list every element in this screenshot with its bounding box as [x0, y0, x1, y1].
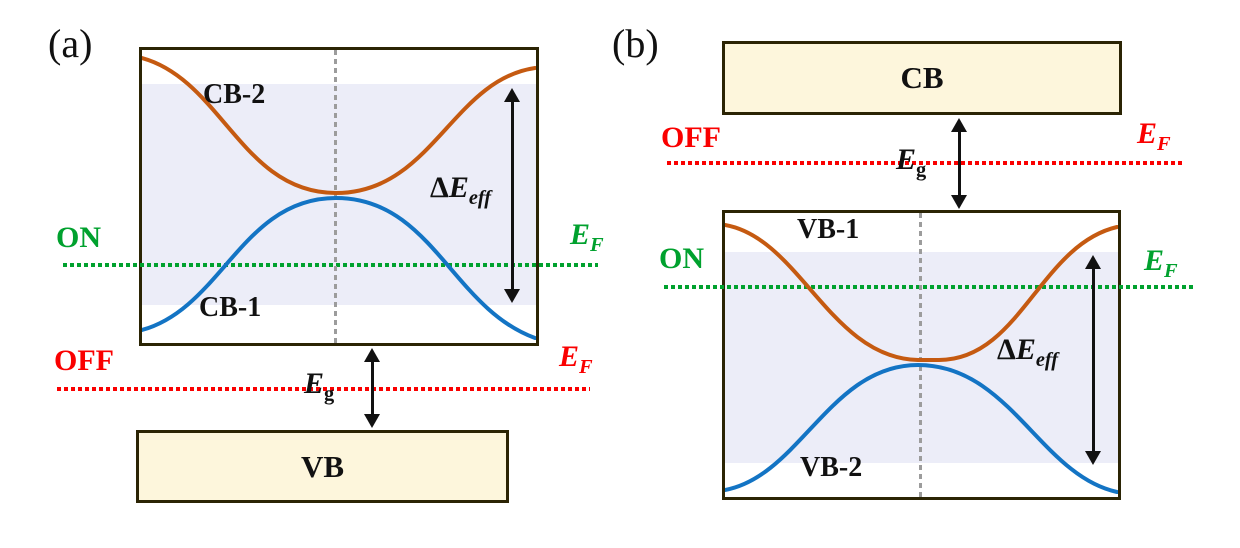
fermi-base: E [1144, 244, 1165, 277]
panel-b-off-fermi-label: EF [1137, 117, 1171, 154]
arrow-down-icon [364, 414, 380, 428]
panel-b-label: (b) [612, 21, 659, 66]
arrow-up-icon [951, 118, 967, 132]
delta-symbol: Δ [430, 171, 449, 204]
cb1-curve [142, 195, 536, 340]
arrow-stem [510, 95, 514, 296]
vb2-curve [725, 362, 1118, 494]
panel-b-effective-gap-arrow [1085, 255, 1101, 465]
vb1-curve [725, 223, 1118, 362]
panel-a-on-fermi-label: EF [570, 218, 604, 255]
arrow-stem [1091, 262, 1095, 458]
arrow-down-icon [1085, 451, 1101, 465]
gap-subscript: g [916, 159, 927, 181]
energy-symbol: E [1015, 333, 1036, 366]
panel-b-effective-gap-label: ΔEeff [997, 333, 1058, 370]
panel-b-curves [725, 223, 1118, 494]
panel-a-band-gap-label: Eg [304, 367, 334, 404]
eff-subscript: eff [468, 187, 492, 209]
fermi-base: E [570, 218, 591, 251]
panel-a-off-label: OFF [54, 344, 114, 377]
panel-b-on-fermi-line [664, 285, 1195, 289]
arrow-stem [957, 125, 961, 202]
panel-a-band-gap-arrow [364, 348, 380, 428]
arrow-down-icon [504, 289, 520, 303]
fermi-sub: F [579, 356, 593, 378]
panel-a-curves [142, 56, 536, 340]
panel-a-band-box: CB-2 CB-1 ΔEeff [139, 47, 539, 346]
arrow-up-icon [364, 348, 380, 362]
panel-b-off-label: OFF [661, 121, 721, 154]
panel-a-off-fermi-line [57, 387, 590, 391]
panel-b-band-gap-arrow [951, 118, 967, 209]
energy-symbol: E [448, 171, 469, 204]
fermi-base: E [559, 340, 580, 373]
delta-symbol: Δ [997, 333, 1016, 366]
panel-b-on-label: ON [659, 242, 704, 275]
panel-a-on-label: ON [56, 221, 101, 254]
panel-a-upper-curve-label: CB-2 [203, 79, 266, 110]
panel-a-effective-gap-arrow [504, 88, 520, 303]
gap-subscript: g [324, 383, 335, 405]
panel-b-conduction-band-box: CB [722, 41, 1122, 115]
panel-a-valence-band-box: VB [136, 430, 509, 503]
panel-a-on-fermi-line [63, 263, 598, 267]
panel-b-conduction-band-label: CB [900, 60, 944, 95]
energy-symbol: E [304, 367, 325, 400]
cb2-curve [142, 56, 536, 196]
panel-a-valence-band-label: VB [300, 448, 345, 484]
fermi-sub: F [1157, 133, 1171, 155]
panel-a-effective-gap-label: ΔEeff [430, 171, 491, 208]
panel-b-upper-curve-label: VB-1 [797, 214, 860, 245]
eff-subscript: eff [1035, 349, 1059, 371]
panel-a-label: (a) [48, 21, 93, 66]
panel-b-band-box: VB-1 VB-2 ΔEeff [722, 210, 1121, 500]
arrow-stem [370, 355, 374, 421]
arrow-down-icon [951, 195, 967, 209]
fermi-sub: F [1164, 260, 1178, 282]
panel-a-off-fermi-label: EF [559, 340, 593, 377]
panel-b-band-gap-label: Eg [896, 143, 926, 180]
panel-b-off-fermi-line [667, 161, 1183, 165]
fermi-base: E [1137, 117, 1158, 150]
energy-symbol: E [896, 143, 917, 176]
arrow-up-icon [1085, 255, 1101, 269]
panel-b-on-fermi-label: EF [1144, 244, 1178, 281]
panel-b-center-guide-line [919, 213, 922, 497]
arrow-up-icon [504, 88, 520, 102]
panel-b-lower-curve-label: VB-2 [800, 452, 863, 483]
panel-a-lower-curve-label: CB-1 [199, 292, 262, 323]
fermi-sub: F [590, 234, 604, 256]
